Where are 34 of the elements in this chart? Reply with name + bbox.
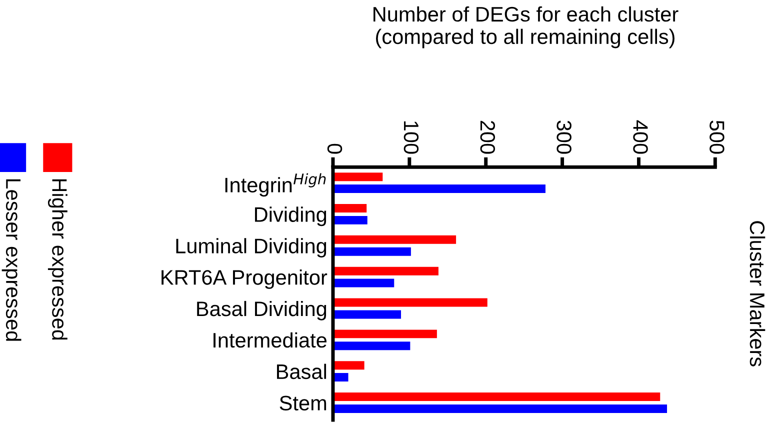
- x-tick-label: 500: [710, 120, 724, 154]
- x-tick-label: 0: [327, 144, 342, 154]
- bar: [332, 216, 368, 224]
- y-tick-label: Dividing: [255, 206, 326, 226]
- bar: [332, 342, 410, 350]
- bar: [332, 373, 348, 382]
- y-tick-label: Stem: [280, 396, 326, 411]
- bar: [332, 172, 383, 182]
- y-tick-label: KRT6A Progenitor: [162, 270, 328, 289]
- bar: [332, 404, 668, 413]
- bar: [332, 184, 546, 194]
- x-tick-label: 100: [404, 121, 419, 154]
- bar: [332, 310, 402, 319]
- bar: [332, 298, 488, 307]
- y-tick-label: Basal Dividing: [197, 300, 326, 320]
- legend-label: Higher expressed: [48, 179, 68, 340]
- bar: [332, 392, 660, 402]
- bar: [332, 330, 437, 338]
- y-tick-label: Luminal Dividing: [176, 238, 326, 258]
- bar: [332, 278, 394, 288]
- x-tick-label: 300: [556, 120, 572, 154]
- chart-title: Number of DEGs for each cluster (compared to all remaining cells): [374, 6, 678, 48]
- x-tick-label: 200: [480, 120, 496, 154]
- y-tick-label: Intermediate: [214, 332, 327, 348]
- y-tick-label: Integrin$^{High}$: [225, 173, 326, 197]
- bar: [332, 247, 411, 256]
- bar: [332, 361, 364, 370]
- bar: [332, 235, 456, 244]
- x-tick-label: 400: [633, 120, 648, 154]
- y-axis-title: Cluster Markers: [750, 221, 766, 366]
- legend-label: Lesser expressed: [2, 179, 22, 341]
- bar: [332, 266, 438, 276]
- y-tick-label: Basal: [277, 364, 326, 380]
- bar: [332, 204, 367, 212]
